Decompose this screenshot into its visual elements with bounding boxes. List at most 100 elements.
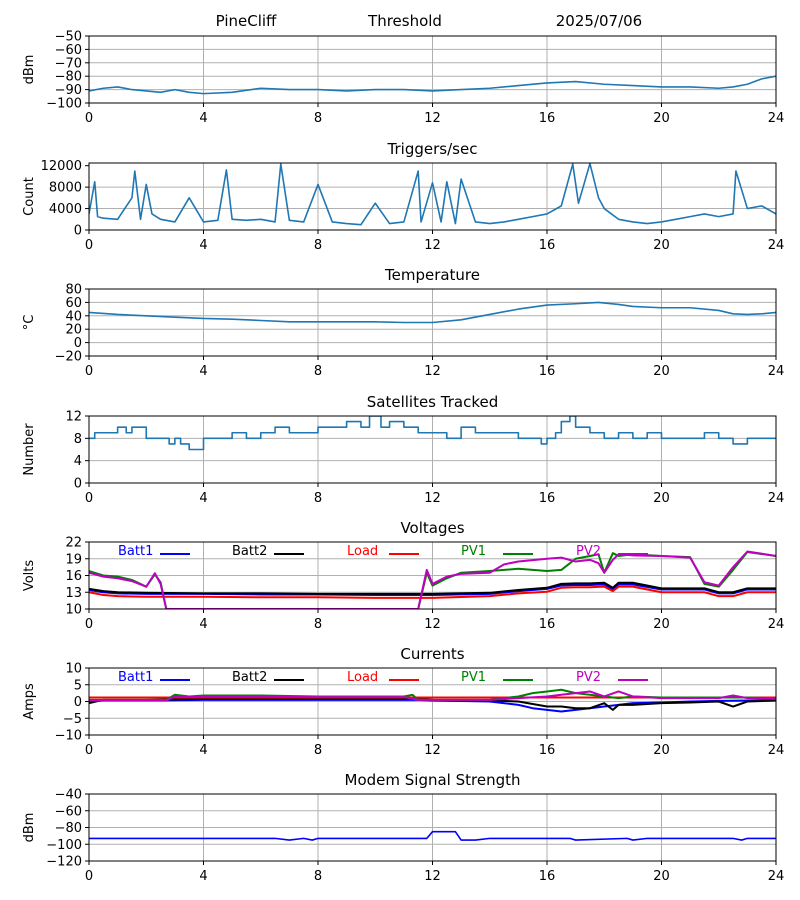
y-tick-label: 40 [65,309,82,324]
x-tick-label: 0 [85,617,93,632]
x-tick-label: 4 [199,743,207,758]
x-tick-label: 8 [314,111,322,126]
station-name: PineCliff [216,12,277,30]
x-tick-label: 16 [539,491,556,506]
y-tick-label: −5 [63,712,82,727]
series-line-load [89,585,776,599]
x-tick-label: 4 [199,111,207,126]
legend-label-pv2: PV2 [576,670,601,685]
y-tick-label: −70 [55,56,82,71]
series-line-0 [89,416,776,451]
x-tick-label: 24 [768,364,785,379]
x-tick-label: 8 [314,869,322,884]
panel-5: 0 4 8 12 16 20 24 −10 −5 0 510 Currents Amps Batt1 Bat… [22,645,784,758]
y-tick-label: 4000 [49,202,82,217]
y-tick-label: −60 [55,804,82,819]
x-tick-label: 24 [768,743,785,758]
x-tick-label: 8 [314,743,322,758]
legend-label-load: Load [347,544,378,559]
legend-label-batt1: Batt1 [118,544,153,559]
y-tick-label: −80 [55,70,82,85]
y-tick-label: −90 [55,83,82,98]
y-tick-label: 16 [65,569,82,584]
x-tick-label: 0 [85,364,93,379]
legend-label-batt1: Batt1 [118,670,153,685]
x-tick-label: 20 [653,111,670,126]
chart-title: Modem Signal Strength [345,771,521,789]
x-tick-label: 0 [85,238,93,253]
x-tick-label: 20 [653,238,670,253]
y-axis-label: Number [22,423,37,476]
series-line-pv2 [89,690,776,702]
chart-title: Satellites Tracked [367,393,498,411]
date-label: 2025/07/06 [556,12,642,30]
x-tick-label: 12 [424,238,441,253]
y-axis-label: °C [22,315,37,331]
series-line-batt2 [89,697,776,711]
y-tick-label: −60 [55,43,82,58]
x-tick-label: 16 [539,111,556,126]
x-tick-label: 20 [653,743,670,758]
x-tick-label: 16 [539,617,556,632]
y-tick-label: 80 [65,283,82,298]
x-tick-label: 4 [199,869,207,884]
mode-label: Threshold [367,12,442,30]
panel-3: 0 4 8 12 16 20 24 0 4 8 12 Satellites Tracked Number [22,393,784,506]
x-tick-label: 16 [539,743,556,758]
x-tick-label: 0 [85,869,93,884]
x-tick-label: 0 [85,743,93,758]
y-tick-label: 0 [74,477,82,492]
y-tick-label: 13 [65,586,82,601]
y-tick-label: −20 [55,350,82,365]
x-tick-label: 4 [199,238,207,253]
y-tick-label: 10 [65,603,82,618]
x-tick-label: 4 [199,617,207,632]
x-tick-label: 24 [768,111,785,126]
y-tick-label: −100 [46,97,82,112]
y-tick-label: 4 [74,454,82,469]
x-tick-label: 16 [539,869,556,884]
y-tick-label: 22 [65,536,82,551]
y-axis-label: Count [22,177,37,216]
y-tick-label: −10 [55,729,82,744]
chart-title: Triggers/sec [387,140,478,158]
legend-label-pv1: PV1 [461,544,486,559]
y-tick-label: −100 [46,838,82,853]
x-tick-label: 8 [314,238,322,253]
series-line-0 [89,163,776,226]
y-tick-label: 0 [74,695,82,710]
x-tick-label: 20 [653,364,670,379]
y-tick-label: 12000 [41,159,82,174]
x-tick-label: 24 [768,491,785,506]
x-tick-label: 8 [314,617,322,632]
y-tick-label: −50 [55,30,82,45]
y-tick-label: 0 [74,336,82,351]
legend-label-pv2: PV2 [576,544,601,559]
x-tick-label: 20 [653,869,670,884]
y-tick-label: 12 [65,410,82,425]
series-line-0 [89,830,776,841]
legend-label-batt2: Batt2 [232,544,267,559]
chart-title: Voltages [400,519,464,537]
series-line-0 [89,75,776,95]
x-tick-label: 12 [424,743,441,758]
y-tick-label: 20 [65,323,82,338]
y-tick-label: 0 [74,224,82,239]
legend-label-pv1: PV1 [461,670,486,685]
y-tick-label: −40 [55,788,82,803]
x-tick-label: 12 [424,364,441,379]
x-tick-label: 12 [424,111,441,126]
chart-title: Temperature [384,266,480,284]
y-axis-label: Volts [22,560,37,592]
x-tick-label: 16 [539,364,556,379]
legend-label-batt2: Batt2 [232,670,267,685]
y-tick-label: 10 [65,662,82,677]
y-axis-label: Amps [22,683,37,720]
x-tick-label: 24 [768,238,785,253]
y-tick-label: −120 [46,855,82,870]
x-tick-label: 4 [199,491,207,506]
series-line-0 [89,301,776,324]
